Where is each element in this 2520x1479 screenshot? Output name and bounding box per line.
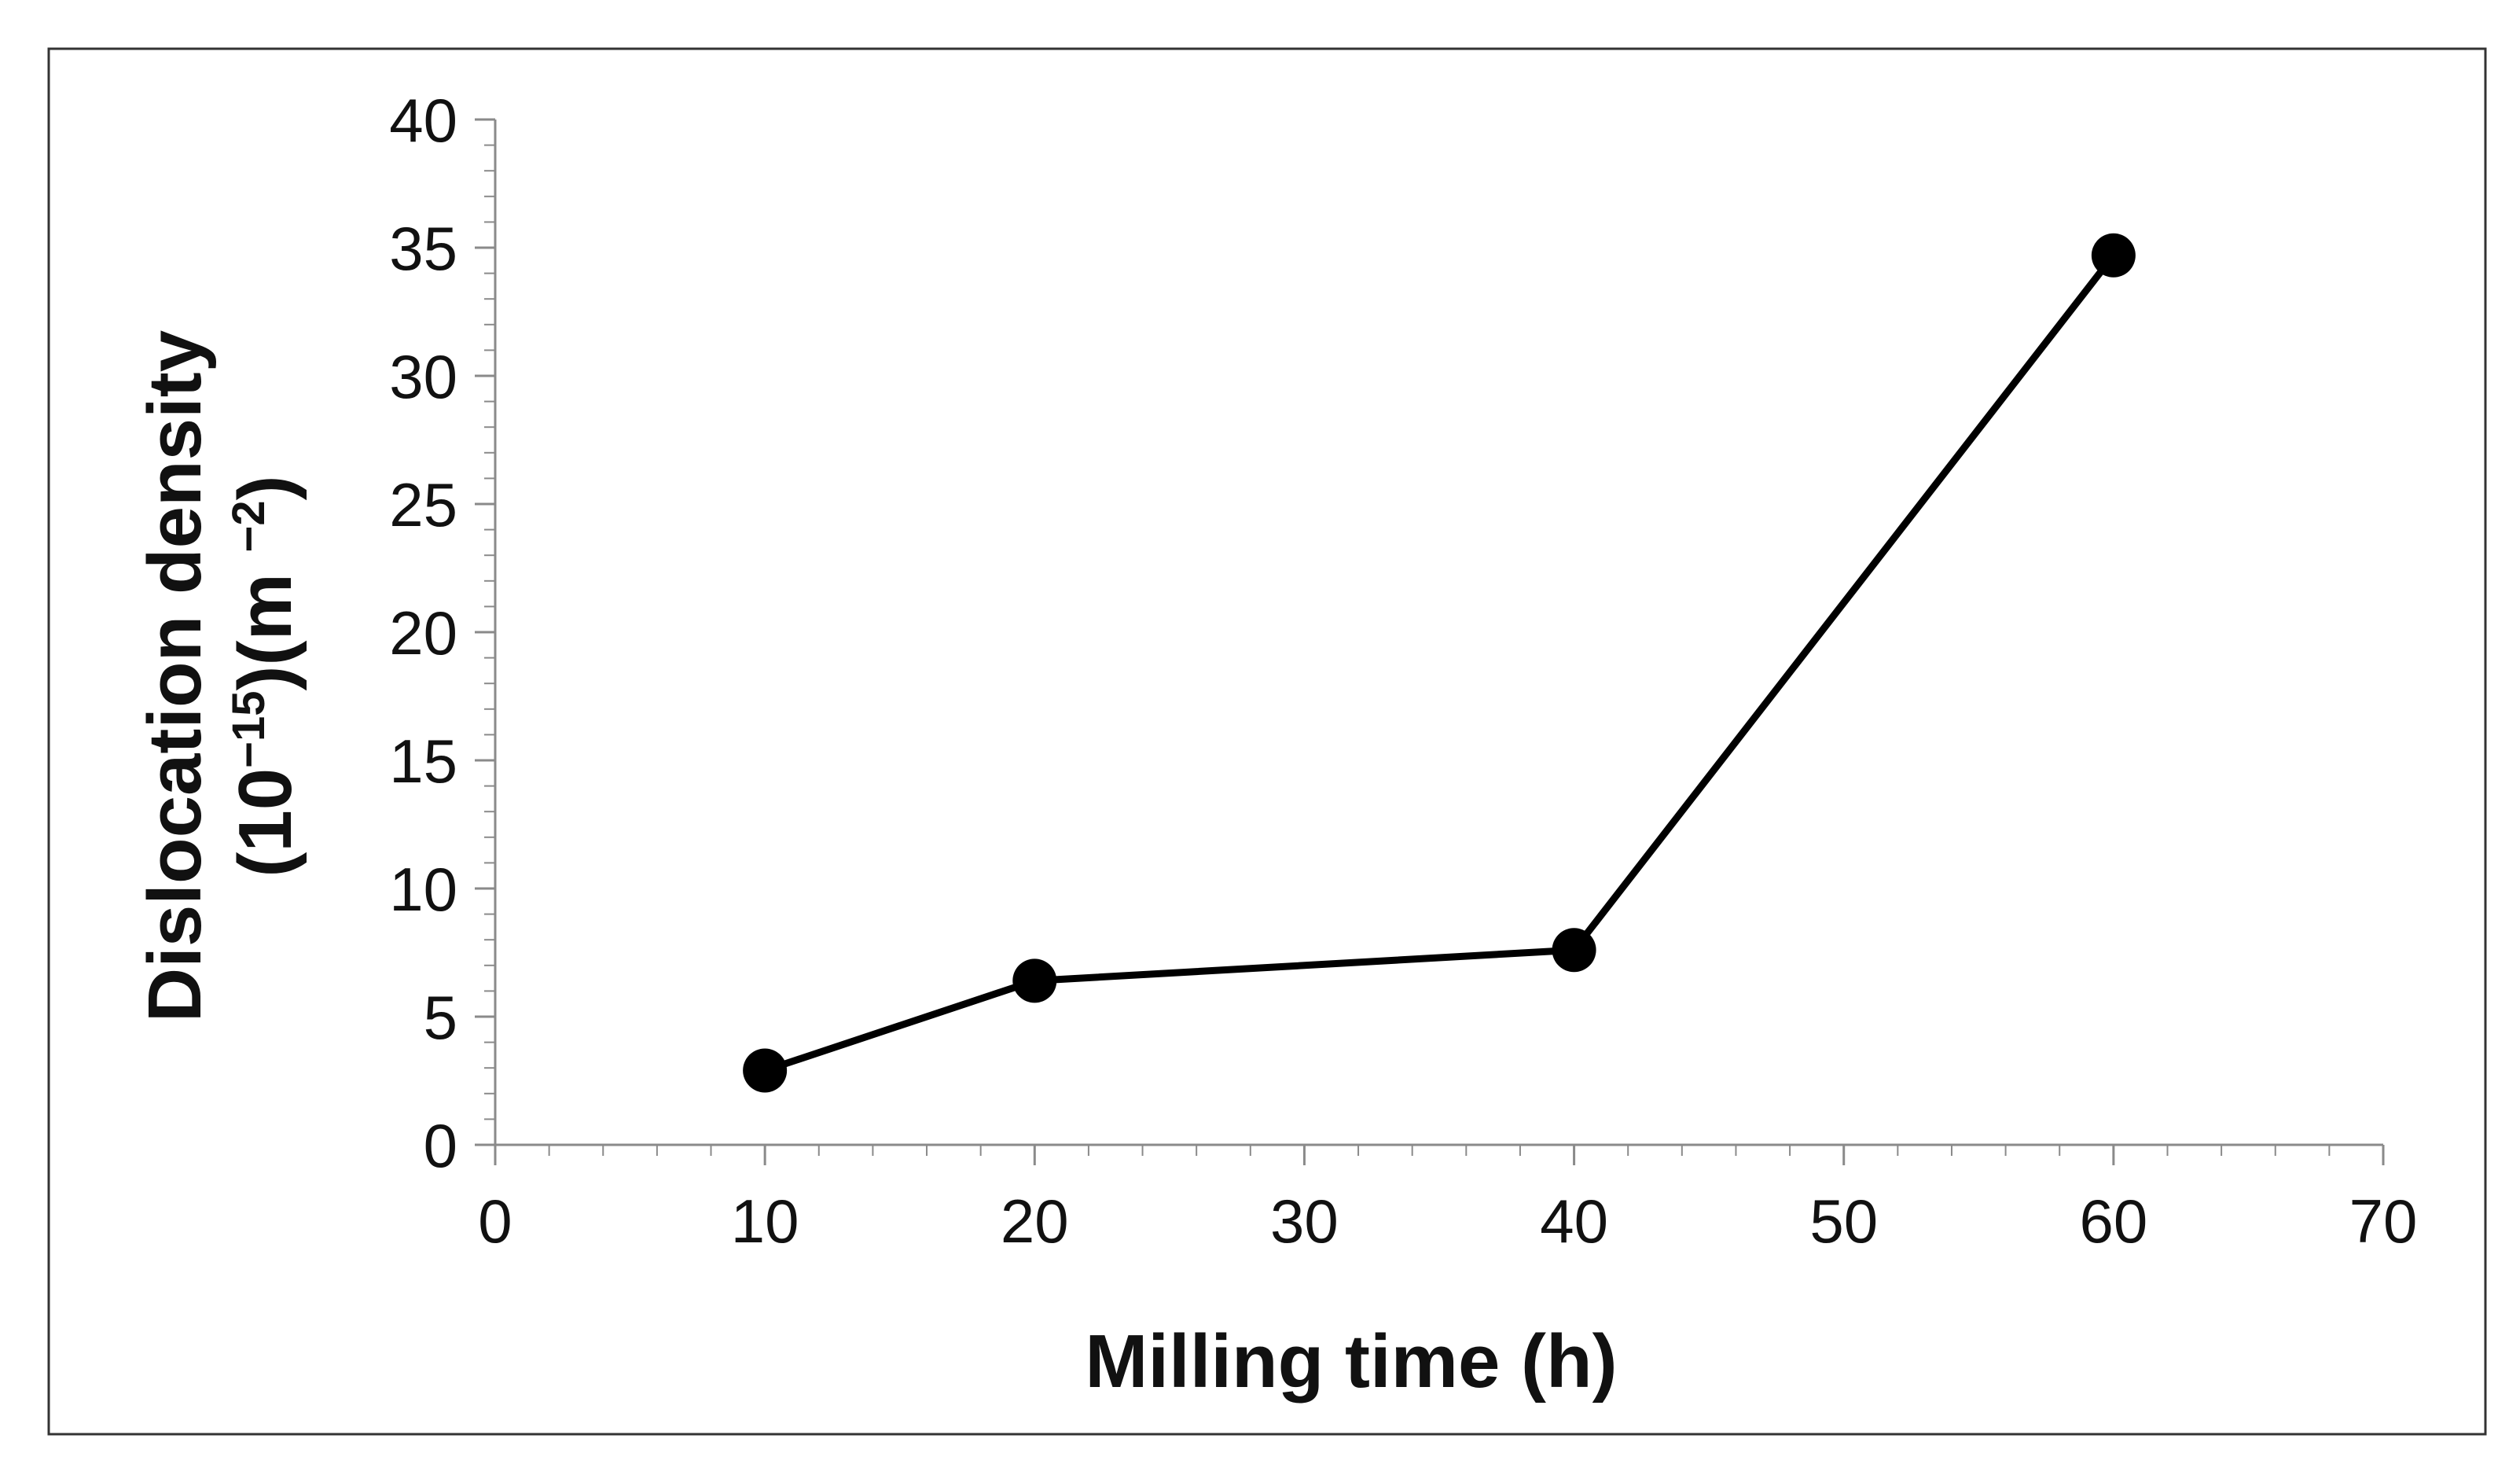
data-point [2091, 233, 2136, 278]
y-axis-title-mid: )(m [223, 553, 307, 691]
x-tick-label: 0 [478, 1187, 512, 1256]
y-tick-label: 40 [389, 86, 457, 155]
y-tick-label: 10 [389, 855, 457, 924]
data-point [1552, 928, 1596, 973]
y-axis-title-prefix: (10 [223, 768, 307, 877]
y-tick-label: 25 [389, 470, 457, 539]
x-tick-label: 30 [1270, 1187, 1339, 1256]
x-tick-label: 60 [2079, 1187, 2147, 1256]
y-tick-label: 15 [389, 727, 457, 796]
x-tick-label: 10 [731, 1187, 799, 1256]
x-axis-title: Milling time (h) [1085, 1319, 1617, 1404]
chart-frame [47, 47, 2487, 1436]
y-axis-title: Dislocation density (10−15)(m −2) [133, 330, 307, 1022]
y-axis-title-line1: Dislocation density [133, 330, 217, 1022]
x-tick-label: 50 [1809, 1187, 1878, 1256]
x-tick-label: 20 [1001, 1187, 1069, 1256]
y-axis-title-exponent-2: −2 [223, 500, 274, 552]
data-point [1012, 958, 1057, 1003]
y-tick-label: 35 [389, 214, 457, 283]
y-tick-label: 0 [424, 1111, 457, 1180]
y-tick-label: 30 [389, 342, 457, 411]
y-axis-title-suffix: ) [223, 475, 307, 500]
series-line-group [743, 233, 2136, 1093]
y-tick-label: 5 [424, 983, 457, 1052]
data-point [743, 1048, 788, 1093]
y-axis: 0 5 10 15 20 25 30 35 40 [389, 86, 497, 1180]
y-tick-label: 20 [389, 598, 457, 668]
x-tick-label: 40 [1540, 1187, 1608, 1256]
y-axis-title-exponent-1: −15 [223, 690, 274, 767]
y-axis-title-line2: (10−15)(m −2) [223, 475, 307, 877]
series-line [761, 252, 2118, 1074]
x-tick-label: 70 [2349, 1187, 2418, 1256]
x-axis: 0 10 20 30 40 50 60 70 [478, 1143, 2418, 1256]
